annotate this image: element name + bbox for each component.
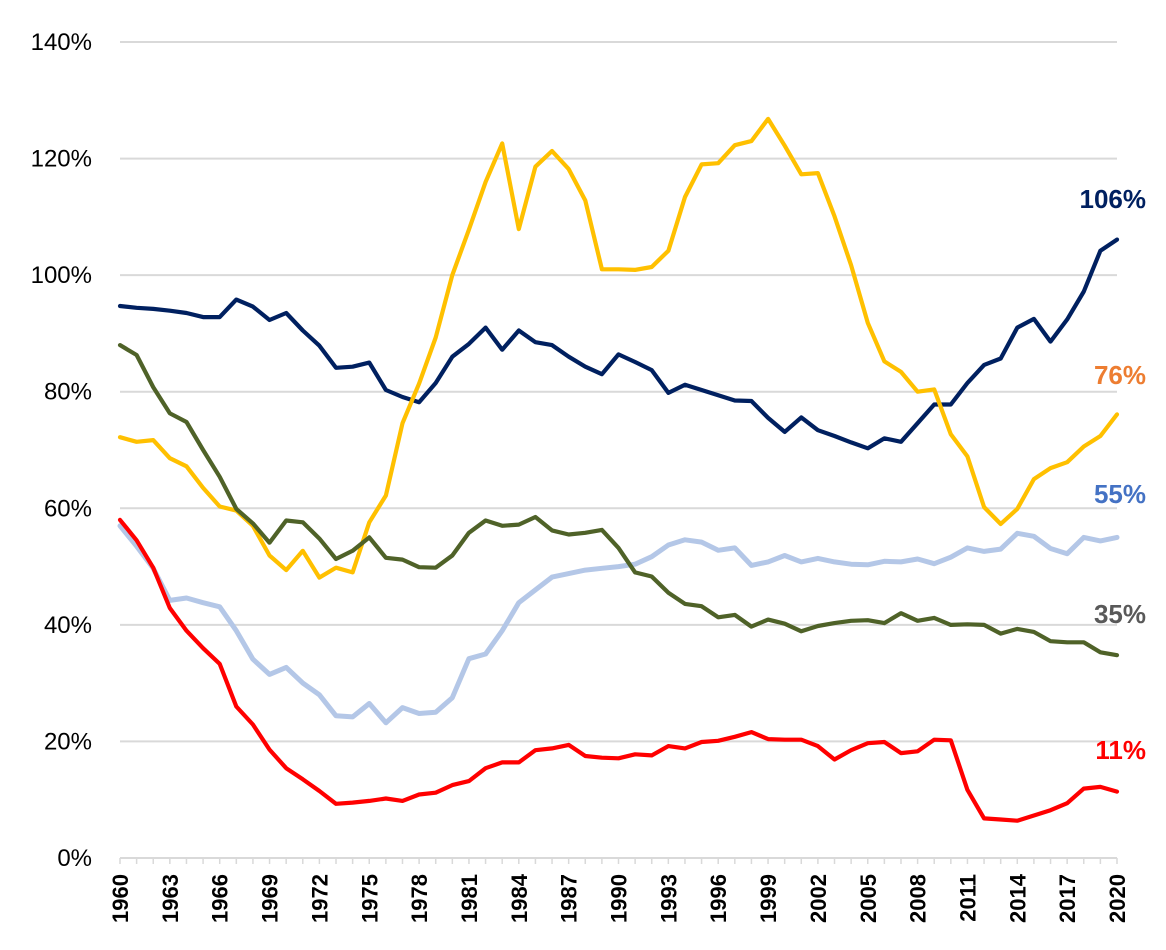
end-labels: 106% 76% 55% 35% 11%: [1080, 184, 1147, 765]
y-tick-label: 100%: [31, 262, 92, 289]
series-line-76%: [117, 116, 1120, 580]
y-tick-label: 80%: [44, 379, 92, 406]
x-tick-label: 2011: [955, 874, 980, 922]
end-label-55%: 55%: [1094, 479, 1146, 509]
x-tick-label: 2005: [856, 874, 881, 923]
y-tick-label: 20%: [44, 728, 92, 755]
x-tick-label: 1975: [357, 874, 382, 923]
x-tick-label: 2020: [1105, 874, 1130, 923]
x-tick-label: 1981: [457, 874, 482, 923]
series-line-35%: [117, 343, 1120, 658]
x-tick-label: 1993: [656, 874, 681, 923]
end-label-106%: 106%: [1080, 184, 1147, 214]
y-tick-label: 140%: [31, 29, 92, 56]
gridlines: [120, 41, 1117, 743]
end-label-11%: 11%: [1095, 735, 1146, 765]
y-axis-ticks: 0% 20% 40% 60% 80% 100% 120% 140%: [31, 29, 92, 872]
x-tick-label: 2014: [1005, 873, 1030, 923]
x-tick-label: 1987: [557, 874, 582, 923]
x-tick-label: 1996: [706, 874, 731, 923]
end-label-35%: 35%: [1094, 599, 1146, 629]
x-tick-label: 2017: [1055, 874, 1080, 923]
x-axis-ticks: 1960 1963 1966 1969 1972 1975 1978 1981 1984 1987…: [108, 858, 1130, 923]
series-lines: [117, 116, 1120, 823]
y-tick-label: 120%: [31, 146, 92, 173]
series-line-11%: [117, 517, 1120, 823]
series-line-106%: [117, 237, 1120, 451]
x-tick-label: 1972: [307, 874, 332, 923]
end-label-76%: 76%: [1094, 360, 1146, 390]
x-tick-label: 1963: [158, 874, 183, 923]
x-tick-label: 1969: [258, 874, 283, 923]
x-tick-label: 1966: [208, 874, 233, 923]
x-tick-label: 1990: [607, 874, 632, 923]
y-tick-label: 0%: [57, 845, 92, 872]
y-tick-label: 40%: [44, 612, 92, 639]
x-tick-label: 2002: [806, 874, 831, 923]
x-tick-label: 1999: [756, 874, 781, 923]
x-tick-label: 1978: [407, 874, 432, 923]
series-line-55%: [117, 523, 1120, 726]
x-tick-label: 2008: [906, 874, 931, 923]
x-tick-label: 1960: [108, 874, 133, 923]
y-tick-label: 60%: [44, 495, 92, 522]
x-tick-label: 1984: [507, 873, 532, 923]
